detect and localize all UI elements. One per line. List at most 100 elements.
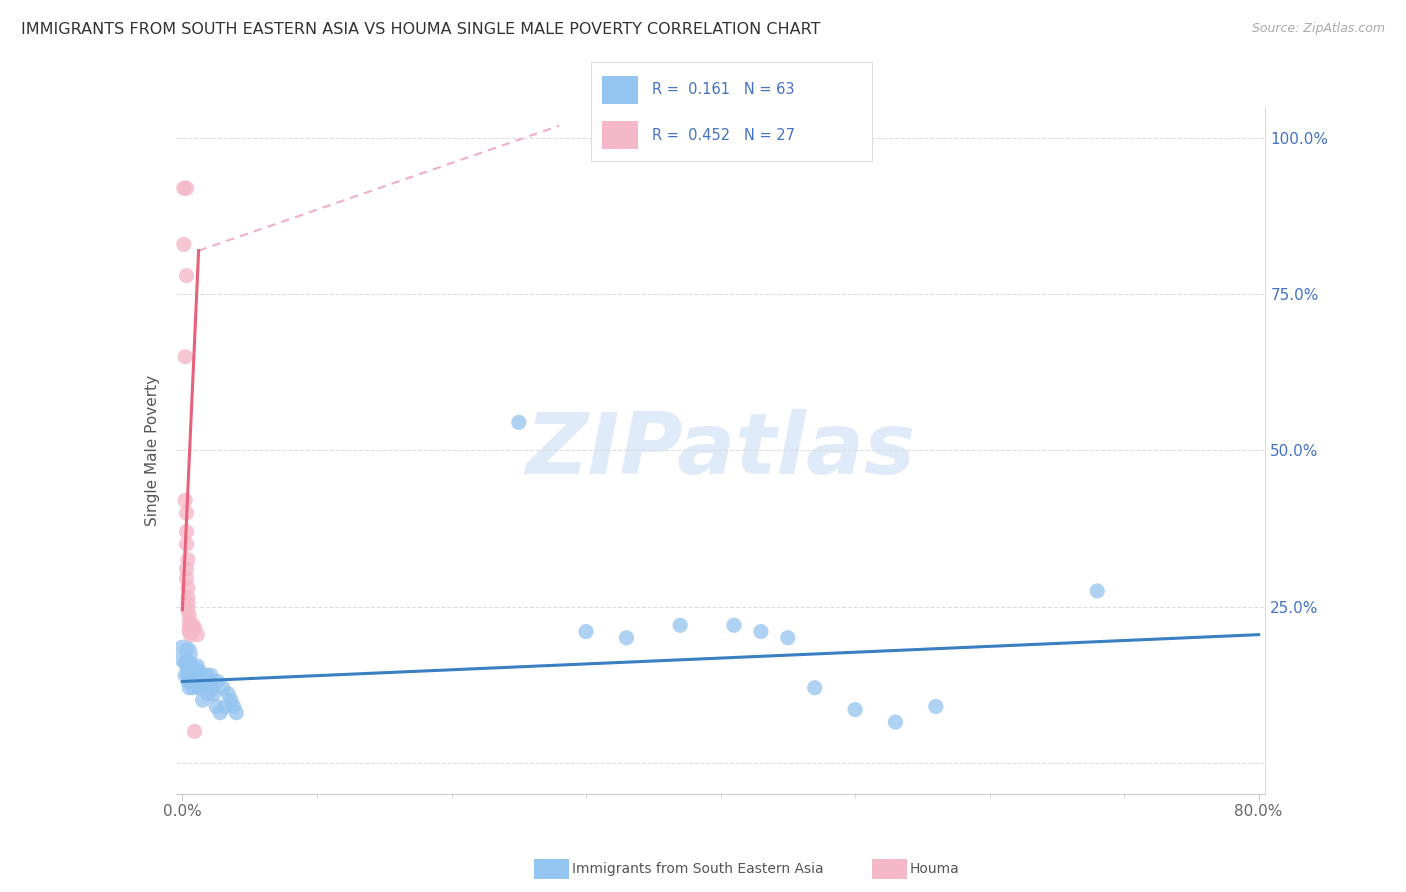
Point	[723, 618, 745, 632]
Point	[180, 658, 202, 673]
Point	[181, 662, 204, 676]
Point	[177, 668, 200, 682]
Point	[188, 665, 211, 680]
Point	[225, 706, 247, 720]
Point	[173, 181, 195, 195]
Point	[884, 715, 907, 730]
Point	[209, 706, 232, 720]
Point	[191, 668, 214, 682]
Point	[179, 609, 201, 624]
Point	[207, 674, 229, 689]
Point	[211, 681, 233, 695]
Point	[198, 674, 221, 689]
Point	[176, 562, 198, 576]
Point	[201, 681, 224, 695]
Point	[186, 674, 208, 689]
Point	[193, 674, 215, 689]
Point	[184, 671, 207, 685]
Point	[1085, 583, 1108, 598]
Point	[174, 493, 197, 508]
Point	[177, 591, 200, 605]
Point	[181, 681, 204, 695]
Point	[179, 621, 201, 635]
Point	[176, 181, 198, 195]
Point	[217, 687, 239, 701]
Point	[214, 699, 236, 714]
Point	[187, 681, 209, 695]
Point	[176, 524, 198, 539]
Text: Houma: Houma	[910, 862, 959, 876]
Point	[176, 268, 198, 283]
Point	[180, 624, 202, 639]
Point	[184, 662, 207, 676]
Point	[191, 693, 214, 707]
Point	[180, 668, 202, 682]
Point	[174, 656, 197, 670]
Point	[188, 674, 211, 689]
Point	[177, 581, 200, 595]
Bar	[602, 121, 638, 149]
Point	[195, 668, 218, 682]
Point	[183, 724, 205, 739]
Point	[173, 646, 195, 660]
Point	[925, 699, 948, 714]
Point	[180, 674, 202, 689]
Point	[179, 662, 201, 676]
Point	[180, 668, 202, 682]
Point	[616, 631, 638, 645]
Point	[749, 624, 772, 639]
Text: Source: ZipAtlas.com: Source: ZipAtlas.com	[1251, 22, 1385, 36]
Text: ZIPatlas: ZIPatlas	[526, 409, 915, 492]
Text: IMMIGRANTS FROM SOUTH EASTERN ASIA VS HOUMA SINGLE MALE POVERTY CORRELATION CHAR: IMMIGRANTS FROM SOUTH EASTERN ASIA VS HO…	[21, 22, 821, 37]
Point	[179, 615, 201, 630]
Y-axis label: Single Male Poverty: Single Male Poverty	[145, 375, 160, 526]
Point	[179, 681, 201, 695]
Point	[187, 668, 209, 682]
Point	[803, 681, 825, 695]
Point	[197, 687, 219, 701]
Point	[776, 631, 799, 645]
Point	[186, 658, 208, 673]
Point	[844, 703, 866, 717]
Point	[179, 624, 201, 639]
Point	[194, 681, 217, 695]
Point	[176, 537, 198, 551]
Point	[219, 693, 242, 707]
Point	[205, 699, 228, 714]
Point	[186, 628, 208, 642]
Point	[177, 674, 200, 689]
Point	[179, 668, 201, 682]
Bar	[602, 76, 638, 103]
Point	[200, 668, 222, 682]
Point	[508, 415, 530, 429]
Point	[180, 628, 202, 642]
Text: R =  0.452   N = 27: R = 0.452 N = 27	[652, 128, 796, 143]
Point	[180, 665, 202, 680]
Point	[181, 671, 204, 685]
Point	[179, 656, 201, 670]
Point	[174, 668, 197, 682]
Point	[183, 621, 205, 635]
Point	[190, 681, 212, 695]
Text: Immigrants from South Eastern Asia: Immigrants from South Eastern Asia	[572, 862, 824, 876]
Point	[176, 658, 198, 673]
Point	[177, 603, 200, 617]
Point	[176, 643, 198, 657]
Point	[177, 552, 200, 567]
Point	[190, 668, 212, 682]
Point	[176, 571, 198, 585]
Point	[183, 668, 205, 682]
Point	[575, 624, 598, 639]
Point	[176, 506, 198, 520]
Point	[180, 618, 202, 632]
Point	[669, 618, 692, 632]
Point	[177, 596, 200, 610]
Point	[183, 674, 205, 689]
Point	[184, 668, 207, 682]
Point	[177, 658, 200, 673]
Point	[222, 699, 245, 714]
Text: R =  0.161   N = 63: R = 0.161 N = 63	[652, 82, 794, 97]
Point	[173, 237, 195, 252]
Point	[174, 350, 197, 364]
Point	[176, 656, 198, 670]
